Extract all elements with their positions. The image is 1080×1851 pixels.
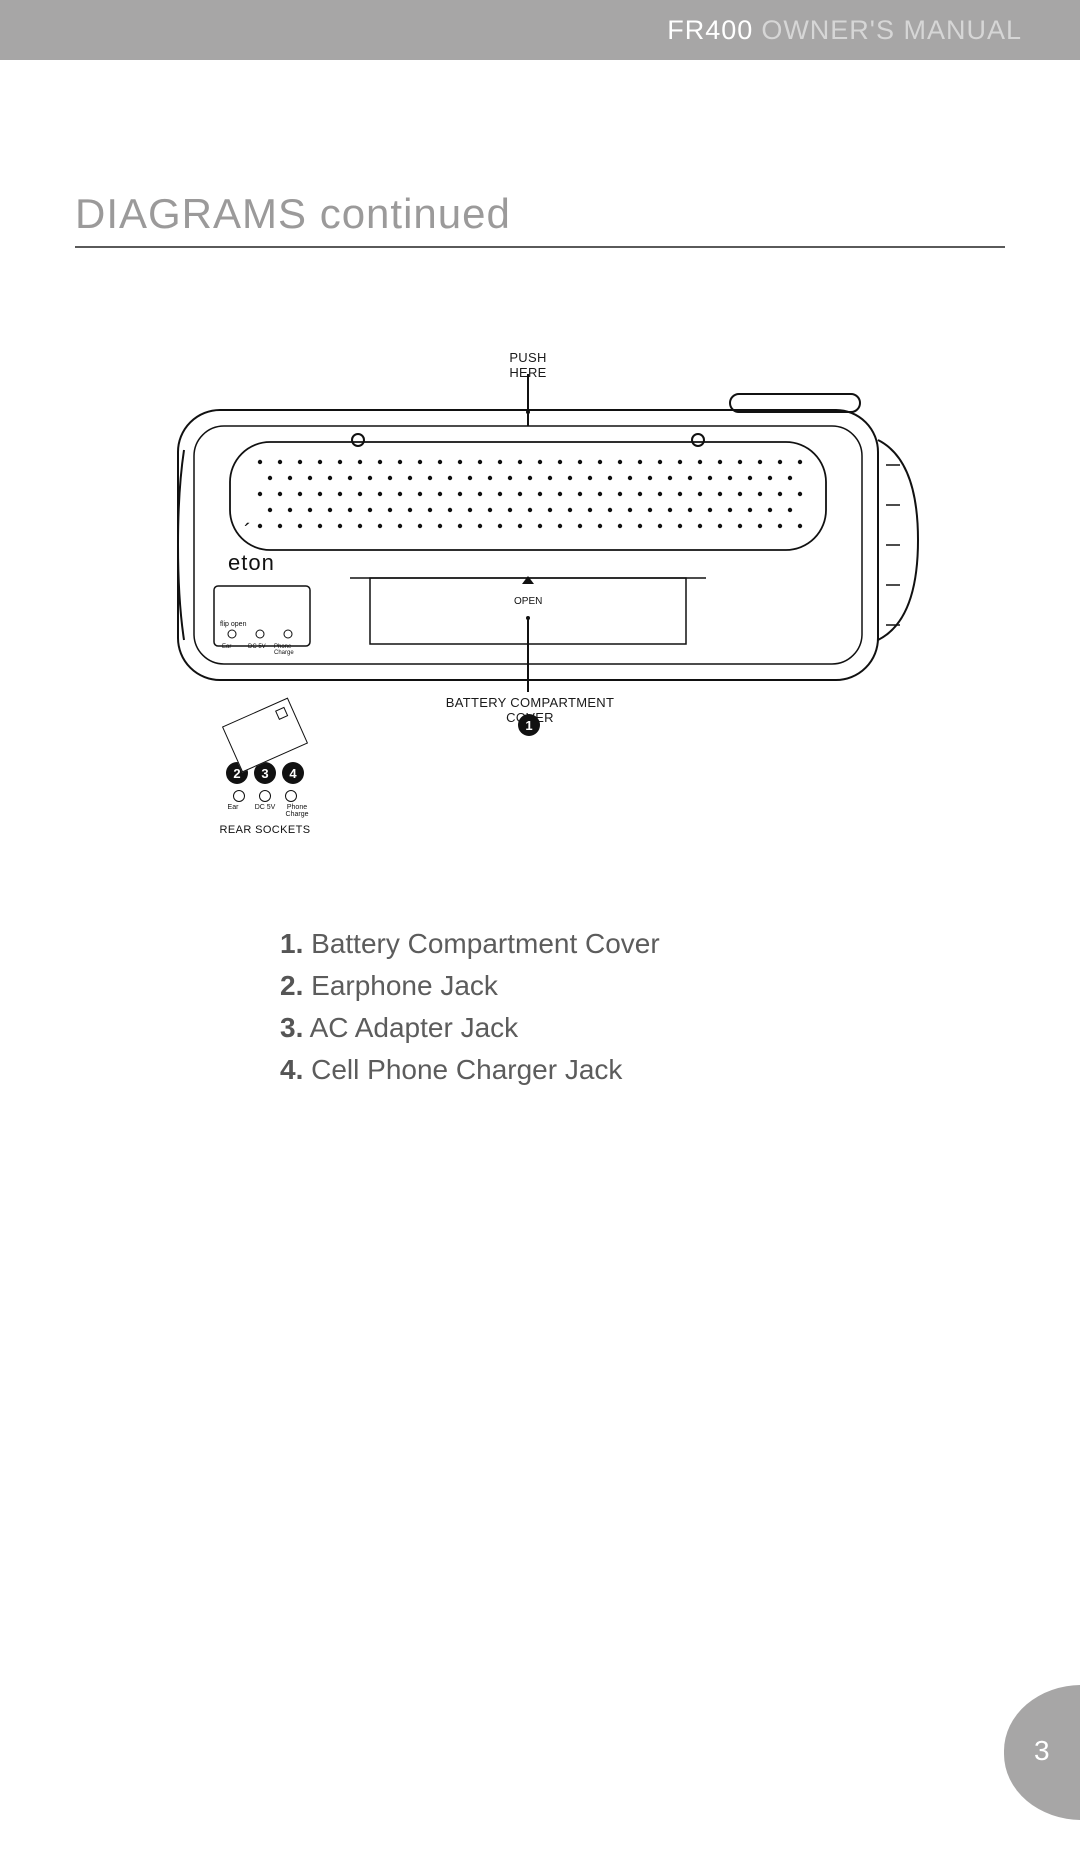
socket-label-dc: DC 5V — [253, 804, 277, 818]
rear-socket-labels: Ear DC 5V Phone Charge — [180, 804, 350, 818]
bullet-4: 4 — [282, 762, 304, 784]
rear-socket-icons — [180, 790, 350, 802]
svg-text:Ear: Ear — [222, 644, 231, 650]
legend-item: 3. AC Adapter Jack — [280, 1007, 660, 1049]
header-bar: FR400 OWNER'S MANUAL — [0, 0, 1080, 60]
svg-text:DC 5V: DC 5V — [248, 644, 266, 650]
svg-text:´: ´ — [244, 519, 251, 544]
rear-sockets-label: REAR SOCKETS — [180, 824, 350, 836]
svg-text:Charge: Charge — [274, 650, 294, 656]
brand-text: eton — [228, 550, 275, 575]
device-back-svg: eton ´ OPEN flip open Ear DC 5V Phone Ch… — [170, 370, 930, 700]
flip-open-text: flip open — [220, 621, 247, 628]
earphone-socket-icon — [233, 790, 245, 802]
battery-cover-bullet: 1 — [518, 714, 540, 736]
open-text: OPEN — [514, 596, 542, 607]
section-title: DIAGRAMS continued — [75, 190, 511, 238]
device-diagram: eton ´ OPEN flip open Ear DC 5V Phone Ch… — [170, 370, 930, 850]
legend-list: 1. Battery Compartment Cover 2. Earphone… — [280, 923, 660, 1091]
header-model: FR400 — [667, 15, 753, 46]
page-number-tab: 3 — [994, 1685, 1080, 1820]
rear-bullets: 2 3 4 — [180, 762, 350, 784]
socket-label-phone: Phone Charge — [285, 804, 309, 818]
page-number: 3 — [1034, 1735, 1050, 1767]
section-title-rule — [75, 246, 1005, 248]
socket-label-ear: Ear — [221, 804, 245, 818]
legend-item: 2. Earphone Jack — [280, 965, 660, 1007]
legend-item: 4. Cell Phone Charger Jack — [280, 1049, 660, 1091]
dc-socket-icon — [259, 790, 271, 802]
rear-sockets-group: 2 3 4 Ear DC 5V Phone Charge REAR SOCKET… — [180, 710, 350, 836]
header-manual-label: OWNER'S MANUAL — [761, 15, 1022, 46]
phone-charge-socket-icon — [285, 790, 297, 802]
legend-item: 1. Battery Compartment Cover — [280, 923, 660, 965]
